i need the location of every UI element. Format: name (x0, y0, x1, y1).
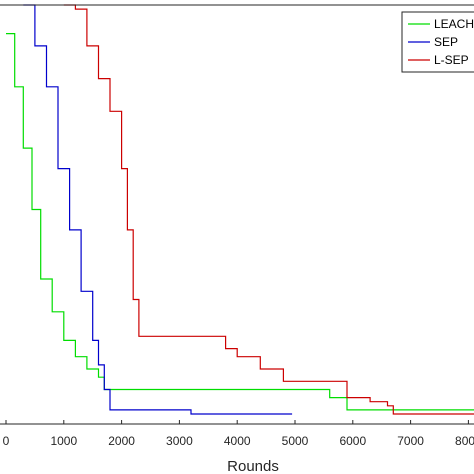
legend-label-l-sep: L-SEP (434, 53, 469, 67)
tick-layer: 0 1000 2000 3000 4000 5000 6000 7000 8000 (3, 420, 474, 448)
series-line-l-sep (63, 4, 474, 415)
x-tick-label-8000: 8000 (455, 434, 474, 448)
x-tick-label-4000: 4000 (224, 434, 251, 448)
x-tick-label-2000: 2000 (108, 434, 135, 448)
legend-label-leach: LEACH (434, 17, 474, 31)
x-tick-label-0: 0 (3, 434, 10, 448)
series-layer (6, 4, 474, 415)
x-axis-label: Rounds (227, 458, 279, 474)
legend: LEACH SEP L-SEP (401, 11, 474, 73)
series-line-leach (6, 33, 474, 411)
x-tick-label-6000: 6000 (339, 434, 366, 448)
series-line-sep (23, 4, 293, 415)
x-tick-label-1000: 1000 (50, 434, 77, 448)
x-tick-label-5000: 5000 (282, 434, 309, 448)
legend-label-sep: SEP (434, 35, 458, 49)
x-tick-label-7000: 7000 (397, 434, 424, 448)
x-tick-label-3000: 3000 (166, 434, 193, 448)
